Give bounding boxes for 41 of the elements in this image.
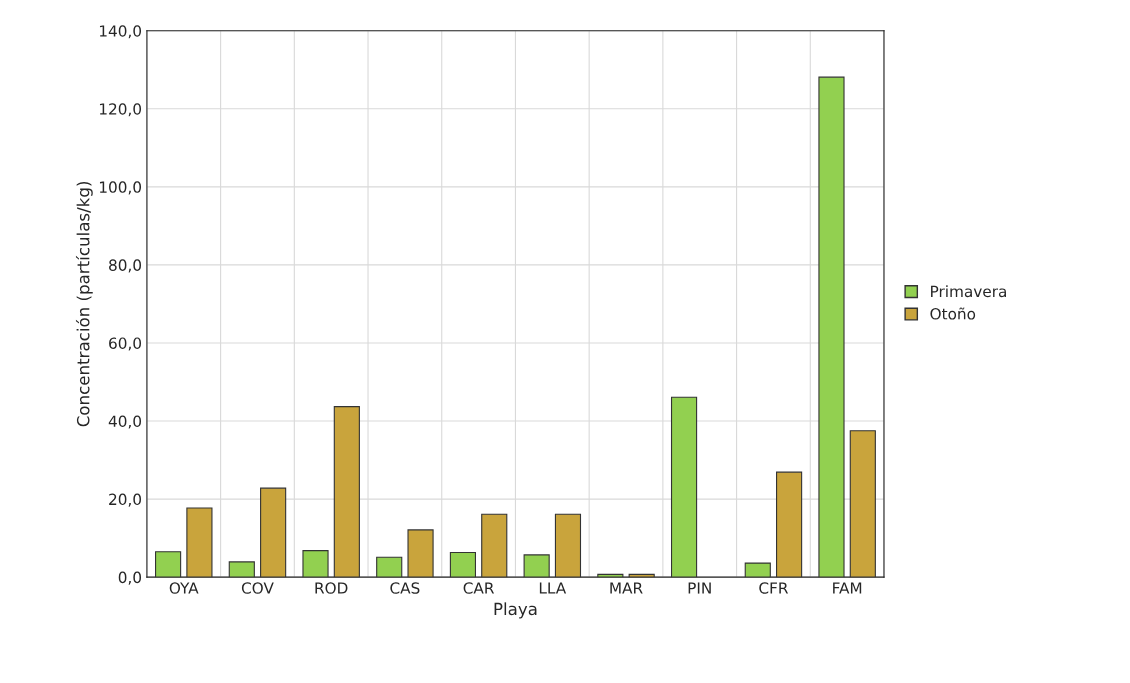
bar bbox=[302, 550, 329, 578]
bar bbox=[449, 551, 477, 578]
bar bbox=[260, 487, 287, 578]
bar bbox=[849, 430, 876, 578]
bar bbox=[597, 573, 624, 578]
y-tick-label: 100,0 bbox=[99, 181, 142, 195]
x-tick-label: FAM bbox=[833, 582, 862, 594]
y-axis-title: Concentración (partículas/kg) bbox=[75, 181, 93, 427]
x-tick-label: LLA bbox=[539, 582, 567, 594]
x-tick-label: CAS bbox=[390, 582, 420, 594]
bar bbox=[554, 513, 582, 578]
x-tick-label: MAR bbox=[610, 582, 643, 594]
bar bbox=[744, 562, 771, 578]
bar bbox=[155, 551, 182, 578]
bar bbox=[333, 406, 360, 578]
bar bbox=[776, 471, 803, 578]
x-tick-label: COV bbox=[241, 582, 274, 594]
x-tick-label: CAR bbox=[463, 582, 495, 594]
y-tick-label: 120,0 bbox=[99, 103, 142, 117]
y-tick-label: 20,0 bbox=[109, 493, 142, 507]
x-tick-label: ROD bbox=[315, 582, 348, 594]
bar bbox=[670, 396, 698, 578]
bar bbox=[407, 529, 434, 578]
x-axis-title: Playa bbox=[494, 602, 537, 619]
y-tick-label: 140,0 bbox=[99, 25, 142, 39]
bar bbox=[628, 573, 655, 578]
bar bbox=[228, 561, 255, 578]
legend-label: Otoño bbox=[930, 307, 976, 320]
bar bbox=[818, 76, 845, 578]
y-tick-label: 40,0 bbox=[108, 415, 142, 429]
y-tick-label: 80,0 bbox=[109, 259, 142, 273]
bar bbox=[523, 554, 550, 578]
bar bbox=[481, 513, 508, 578]
y-tick-label: 0,0 bbox=[118, 571, 142, 585]
y-tick-label: 60,0 bbox=[109, 337, 142, 351]
legend-label: Primavera bbox=[931, 285, 1006, 298]
bar bbox=[186, 507, 213, 578]
bar bbox=[376, 556, 403, 578]
x-tick-label: CFR bbox=[759, 582, 789, 594]
x-tick-label: PIN bbox=[688, 582, 711, 594]
x-tick-label: OYA bbox=[169, 582, 199, 594]
